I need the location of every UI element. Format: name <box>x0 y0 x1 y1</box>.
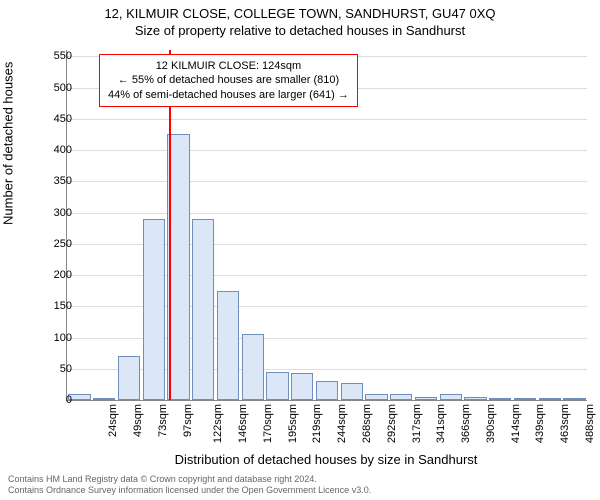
histogram-bar <box>365 394 387 400</box>
x-tick: 195sqm <box>287 404 299 443</box>
x-tick: 146sqm <box>237 404 249 443</box>
y-tick: 100 <box>22 332 72 344</box>
y-tick: 150 <box>22 300 72 312</box>
histogram-bar <box>489 398 511 400</box>
histogram-bar <box>415 397 437 400</box>
y-tick: 300 <box>22 207 72 219</box>
histogram-bar <box>192 219 214 400</box>
annotation-line: 12 KILMUIR CLOSE: 124sqm <box>108 59 349 73</box>
histogram-bar <box>341 383 363 401</box>
histogram-bar <box>539 398 561 400</box>
histogram-bar <box>291 373 313 400</box>
x-tick: 219sqm <box>312 404 324 443</box>
histogram-bar <box>266 372 288 400</box>
histogram-bar <box>217 291 239 400</box>
x-axis-label: Distribution of detached houses by size … <box>66 452 586 467</box>
y-tick: 50 <box>22 363 72 375</box>
histogram-bar <box>167 134 189 400</box>
chart-plot-area: 12 KILMUIR CLOSE: 124sqm← 55% of detache… <box>66 50 586 400</box>
x-tick: 97sqm <box>182 404 194 437</box>
x-tick: 122sqm <box>213 404 225 443</box>
y-tick: 250 <box>22 238 72 250</box>
x-tick: 170sqm <box>262 404 274 443</box>
annotation-box: 12 KILMUIR CLOSE: 124sqm← 55% of detache… <box>99 54 358 107</box>
histogram-bar <box>440 394 462 400</box>
x-tick: 390sqm <box>485 404 497 443</box>
histogram-bar <box>143 219 165 400</box>
x-tick: 366sqm <box>460 404 472 443</box>
y-tick: 500 <box>22 82 72 94</box>
histogram-bar <box>118 356 140 400</box>
y-tick: 350 <box>22 175 72 187</box>
histogram-bar <box>563 398 585 400</box>
x-tick: 414sqm <box>510 404 522 443</box>
x-tick: 268sqm <box>361 404 373 443</box>
x-tick: 49sqm <box>132 404 144 437</box>
footer-line-2: Contains Ordnance Survey information lic… <box>8 485 371 496</box>
histogram-bar <box>316 381 338 400</box>
x-tick: 463sqm <box>559 404 571 443</box>
y-tick: 200 <box>22 269 72 281</box>
y-tick: 400 <box>22 144 72 156</box>
y-tick: 450 <box>22 113 72 125</box>
y-axis-label: Number of detached houses <box>1 62 16 225</box>
x-tick: 341sqm <box>435 404 447 443</box>
histogram-bar <box>93 398 115 400</box>
histogram-bar <box>390 394 412 400</box>
histogram-bar <box>242 334 264 400</box>
x-tick: 439sqm <box>534 404 546 443</box>
chart-title-sub: Size of property relative to detached ho… <box>0 21 600 38</box>
y-tick: 0 <box>22 394 72 406</box>
x-tick: 292sqm <box>386 404 398 443</box>
annotation-line: 44% of semi-detached houses are larger (… <box>108 88 349 102</box>
x-tick: 317sqm <box>411 404 423 443</box>
footer-line-1: Contains HM Land Registry data © Crown c… <box>8 474 371 485</box>
footer-attribution: Contains HM Land Registry data © Crown c… <box>8 474 371 496</box>
annotation-line: ← 55% of detached houses are smaller (81… <box>108 73 349 87</box>
x-tick: 244sqm <box>336 404 348 443</box>
x-tick: 24sqm <box>107 404 119 437</box>
y-tick: 550 <box>22 50 72 62</box>
histogram-bar <box>514 398 536 400</box>
x-tick: 73sqm <box>157 404 169 437</box>
histogram-bar <box>464 397 486 400</box>
x-tick: 488sqm <box>584 404 596 443</box>
chart-title-main: 12, KILMUIR CLOSE, COLLEGE TOWN, SANDHUR… <box>0 0 600 21</box>
